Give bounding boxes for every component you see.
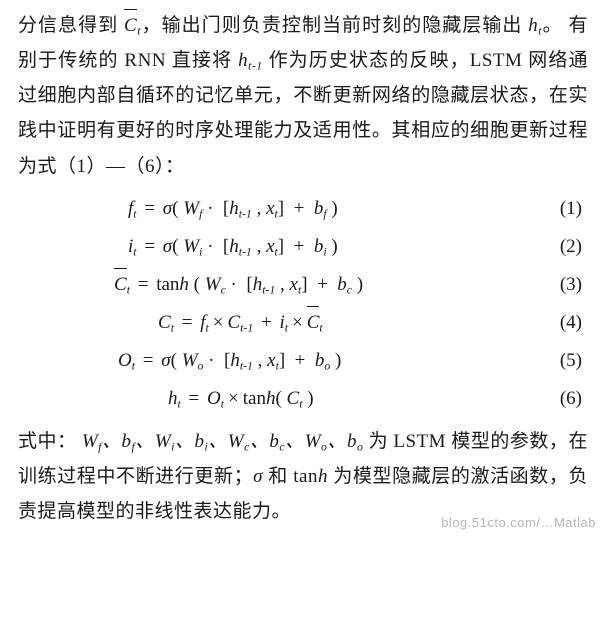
math-h-t: ht [528,15,542,36]
equation-6-label: (6) [314,381,588,416]
math-h-tm1: ht-1 [238,50,263,71]
equation-5-body: Ot = σ( Wo · [ht-1 , xt] + bo ) [118,343,341,378]
paragraph-1: 分信息得到 Ct，输出门则负责控制当前时刻的隐藏层输出 ht。 有别于传统的 R… [18,8,588,184]
equation-2-label: (2) [338,229,588,264]
equation-block: ft = σ( Wf · [ht-1 , xt] + bf ) (1) it =… [18,190,588,418]
equation-6: ht = Ot×tanh( Ct ) (6) [18,380,588,418]
equation-6-body: ht = Ot×tanh( Ct ) [168,381,314,416]
para1-seg-b: ，输出门则负责控制当前时刻的隐藏层输出 [141,15,528,36]
math-param-list: Wf、bf、Wi、bi、Wc、bc、Wo、bo [82,431,364,452]
para2-seg-c: 和 [263,466,293,487]
equation-2-body: it = σ( Wi · [ht-1 , xt] + bi ) [128,229,338,264]
equation-1-body: ft = σ( Wf · [ht-1 , xt] + bf ) [128,191,338,226]
equation-4-label: (4) [323,305,588,340]
equation-3: Ct = tanh ( Wc · [ht-1 , xt] + bc ) (3) [18,266,588,304]
equation-4-body: Ct = ft×Ct-1 + it×Ct [158,305,323,340]
equation-4: Ct = ft×Ct-1 + it×Ct (4) [18,304,588,342]
math-sigma: σ [253,466,263,487]
equation-5: Ot = σ( Wo · [ht-1 , xt] + bo ) (5) [18,342,588,380]
math-Cbar-t: Ct [124,15,141,36]
equation-5-label: (5) [341,343,588,378]
math-tanh: tanh [293,466,328,487]
para2-seg-a: 式中： [18,431,82,452]
equation-1-label: (1) [338,191,588,226]
paragraph-2: 式中： Wf、bf、Wi、bi、Wc、bc、Wo、bo 为 LSTM 模型的参数… [18,424,588,529]
equation-3-body: Ct = tanh ( Wc · [ht-1 , xt] + bc ) [114,267,363,302]
equation-1: ft = σ( Wf · [ht-1 , xt] + bf ) (1) [18,190,588,228]
para1-seg-a: 分信息得到 [18,15,124,36]
equation-3-label: (3) [363,267,588,302]
equation-2: it = σ( Wi · [ht-1 , xt] + bi ) (2) [18,228,588,266]
